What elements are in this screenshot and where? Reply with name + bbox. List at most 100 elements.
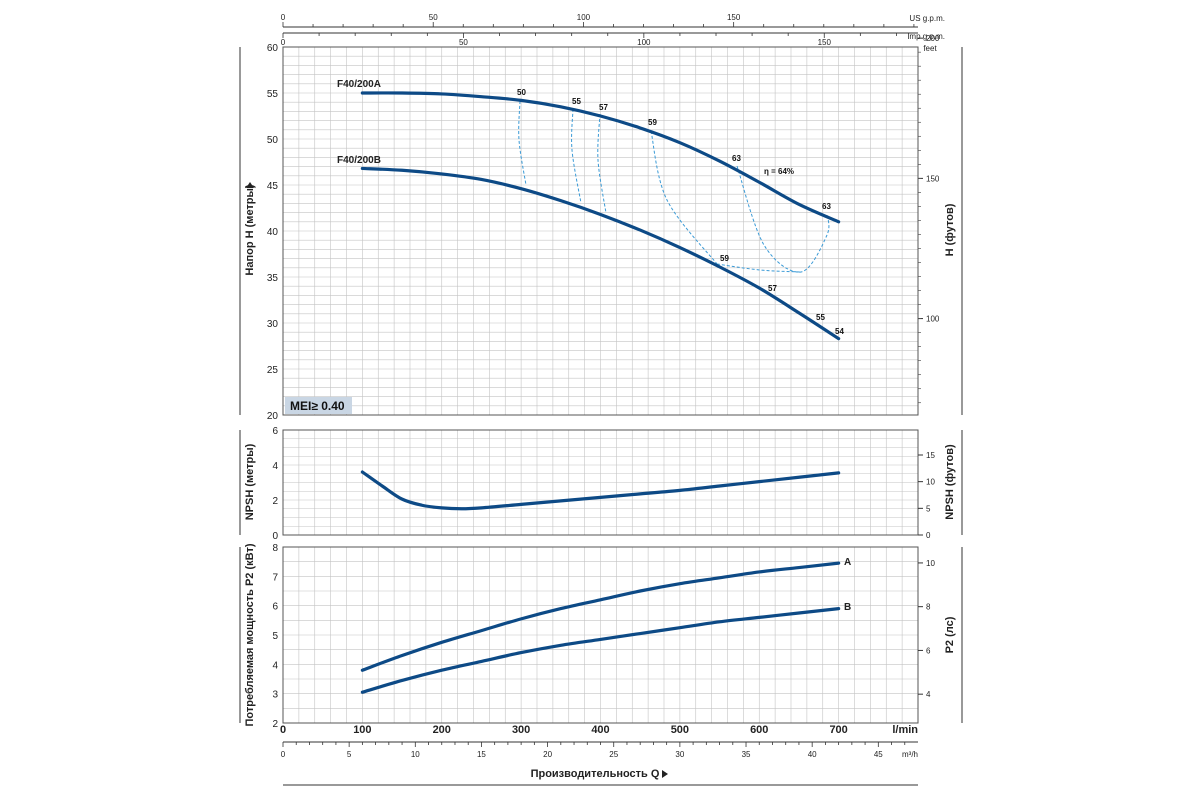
eff-label-59: 59 — [648, 118, 657, 127]
power-ytick-label: 6 — [272, 602, 278, 613]
power-curve-a — [360, 561, 841, 672]
eff-label-59b: 59 — [720, 254, 729, 263]
npsh-ytick-label: 4 — [272, 461, 278, 472]
lpm-tick-label: 300 — [512, 724, 530, 736]
lpm-tick-label: 600 — [750, 724, 768, 736]
m3h-tick-label: 30 — [675, 750, 684, 759]
power-ytick-label: 5 — [272, 631, 278, 642]
eff-label-57b: 57 — [768, 284, 777, 293]
power-ytick-label: 8 — [272, 543, 278, 554]
iso-efficiency-line — [650, 130, 718, 265]
m3h-tick-label: 40 — [808, 750, 817, 759]
head-ytick-label: 40 — [267, 227, 279, 238]
us-gpm-tick-label: 150 — [727, 13, 741, 22]
head-ytick-label: 25 — [267, 365, 279, 376]
npsh-ylabel: NPSH (метры) — [244, 443, 256, 520]
iso-efficiency-line — [597, 113, 607, 214]
m3h-tick-label: 25 — [609, 750, 618, 759]
us-gpm-tick-label: 50 — [429, 13, 438, 22]
head-ytick-label: 20 — [267, 411, 279, 422]
m3h-tick-label: 10 — [411, 750, 420, 759]
head-curve-f40-200a — [360, 91, 841, 224]
npsh-right-tick-label: 0 — [926, 531, 931, 540]
power-ytick-label: 4 — [272, 660, 278, 671]
npsh-ytick-label: 6 — [272, 426, 278, 437]
lpm-tick-label: 500 — [671, 724, 689, 736]
eff-label-63b: 63 — [822, 202, 831, 211]
eff-label-54: 54 — [835, 327, 844, 336]
head-plot-frame — [282, 46, 919, 416]
npsh-right-tick-label: 15 — [926, 451, 935, 460]
iso-efficiency-line — [571, 108, 582, 204]
power-ytick-label: 2 — [272, 719, 278, 730]
power-ylabel: Потребляемая мощность P2 (кВт) — [244, 543, 256, 726]
eff-label-57: 57 — [599, 103, 608, 112]
head-ytick-label: 30 — [267, 319, 279, 330]
m3h-tick-label: 5 — [347, 750, 352, 759]
power-right-tick-label: 6 — [926, 646, 931, 655]
power-ytick-label: 3 — [272, 690, 278, 701]
us-gpm-tick-label: 0 — [281, 13, 286, 22]
head-curve-f40-200b — [360, 166, 841, 341]
us-gpm-tick-label: 100 — [577, 13, 591, 22]
lpm-tick-label: 0 — [280, 724, 286, 736]
eff-label-64: η = 64% — [764, 167, 794, 176]
npsh-curve-npsh — [360, 470, 841, 511]
npsh-ytick-label: 0 — [272, 531, 278, 542]
feet-unit: feet — [923, 44, 937, 53]
power-right-tick-label: 4 — [926, 690, 931, 699]
power-curve-b — [360, 607, 841, 694]
npsh-ytick-label: 2 — [272, 496, 278, 507]
head-right-tick-label: 150 — [926, 174, 940, 183]
x-axis-title-arrow — [662, 770, 668, 778]
eff-label-55: 55 — [572, 97, 581, 106]
m3h-tick-label: 15 — [477, 750, 486, 759]
series-label-f40-200a: F40/200A — [337, 79, 381, 90]
series-label-b: B — [844, 602, 851, 613]
m3h-tick-label: 45 — [874, 750, 883, 759]
head-ylabel: Напор H (метры) — [244, 184, 256, 275]
head-ytick-label: 35 — [267, 273, 279, 284]
us-gpm-unit: US g.p.m. — [909, 14, 945, 23]
lpm-unit: l/min — [892, 724, 918, 736]
lpm-tick-label: 200 — [433, 724, 451, 736]
head-ytick-label: 55 — [267, 89, 279, 100]
npsh-plot-frame — [282, 429, 919, 536]
iso-efficiency-line — [716, 263, 802, 273]
power-plot-frame — [282, 546, 919, 724]
iso-efficiency-line — [736, 165, 830, 273]
imp-gpm-tick-label: 100 — [637, 38, 651, 47]
head-ylabel-right: H (футов) — [944, 203, 956, 256]
m3h-tick-label: 35 — [742, 750, 751, 759]
lpm-tick-label: 400 — [591, 724, 609, 736]
lpm-tick-label: 100 — [353, 724, 371, 736]
head-ytick-label: 45 — [267, 181, 279, 192]
head-right-tick-label: 100 — [926, 315, 940, 324]
head-right-tick-label: 200 — [926, 34, 940, 43]
power-right-tick-label: 8 — [926, 603, 931, 612]
m3h-tick-label: 20 — [543, 750, 552, 759]
imp-gpm-unit: Imp g.p.m. — [907, 32, 945, 41]
imp-gpm-tick-label: 150 — [818, 38, 832, 47]
eff-label-50: 50 — [517, 88, 526, 97]
npsh-right-tick-label: 5 — [926, 504, 931, 513]
imp-gpm-tick-label: 50 — [459, 38, 468, 47]
npsh-right-tick-label: 10 — [926, 478, 935, 487]
imp-gpm-tick-label: 0 — [281, 38, 286, 47]
power-ylabel-right: P2 (лс) — [944, 616, 956, 653]
mei-label: MEI≥ 0.40 — [290, 399, 345, 413]
series-label-f40-200b: F40/200B — [337, 155, 381, 166]
head-ytick-label: 50 — [267, 135, 279, 146]
head-ylabel-arrow — [246, 182, 254, 188]
npsh-ylabel-right: NPSH (футов) — [944, 444, 956, 520]
m3h-tick-label: 0 — [281, 750, 286, 759]
eff-label-55b: 55 — [816, 313, 825, 322]
series-label-a: A — [844, 557, 851, 568]
power-ytick-label: 7 — [272, 572, 278, 583]
lpm-tick-label: 700 — [829, 724, 847, 736]
mei-badge — [285, 397, 352, 414]
power-right-tick-label: 10 — [926, 559, 935, 568]
eff-label-63a: 63 — [732, 154, 741, 163]
iso-efficiency-line — [518, 100, 527, 186]
